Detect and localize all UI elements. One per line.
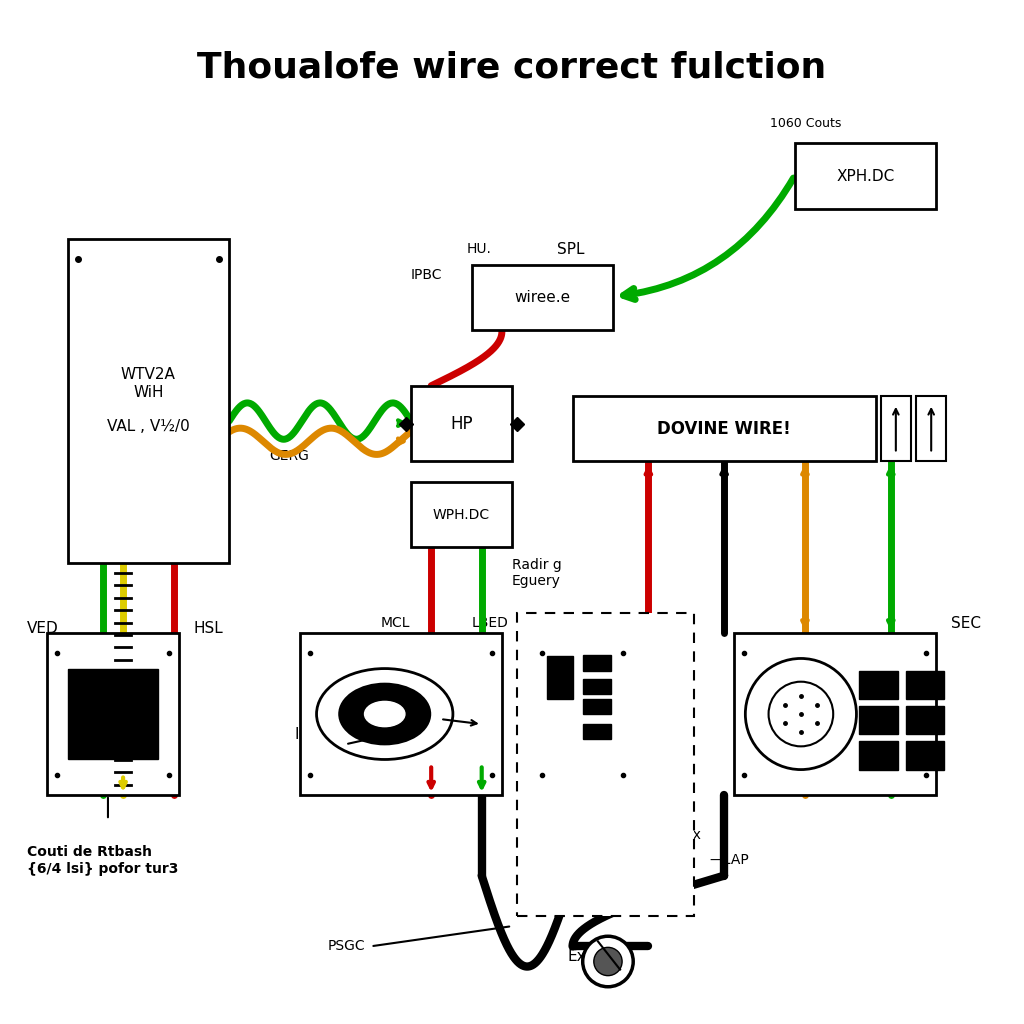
- Text: Thoualofe wire correct fulction: Thoualofe wire correct fulction: [198, 50, 826, 85]
- Bar: [532, 633, 633, 795]
- Text: Radir g
Eguery: Radir g Eguery: [512, 557, 562, 588]
- Bar: [411, 386, 512, 462]
- Text: Couti de Rtbash
{6/4 lsi} pofor tur3: Couti de Rtbash {6/4 lsi} pofor tur3: [28, 846, 178, 876]
- Circle shape: [594, 947, 623, 976]
- Ellipse shape: [365, 701, 404, 727]
- Text: MCL: MCL: [381, 616, 411, 630]
- Text: DOVINE WIRE!: DOVINE WIRE!: [657, 420, 791, 437]
- Bar: [548, 656, 572, 698]
- Text: LBED: LBED: [472, 616, 509, 630]
- Bar: [300, 633, 502, 795]
- Ellipse shape: [339, 684, 430, 744]
- Text: Impower: Impower: [295, 727, 361, 741]
- Text: up Alitx: up Alitx: [648, 828, 701, 842]
- Text: —LAP: —LAP: [709, 853, 749, 867]
- Bar: [795, 143, 936, 209]
- Bar: [583, 698, 611, 714]
- Bar: [881, 396, 911, 462]
- Bar: [68, 669, 159, 760]
- Text: WTV2A
WiH

VAL , V½/0: WTV2A WiH VAL , V½/0: [106, 368, 189, 434]
- Ellipse shape: [316, 669, 453, 760]
- Text: 1060 Couts: 1060 Couts: [770, 117, 841, 130]
- Text: SEC: SEC: [951, 615, 981, 631]
- Bar: [859, 706, 898, 734]
- Bar: [583, 724, 611, 739]
- Text: HU.: HU.: [467, 243, 492, 256]
- Text: HSL: HSL: [194, 621, 223, 636]
- Bar: [68, 669, 159, 760]
- Bar: [734, 633, 936, 795]
- Bar: [583, 679, 611, 694]
- Bar: [916, 396, 946, 462]
- Text: IPBC: IPBC: [411, 267, 442, 282]
- Bar: [47, 633, 178, 795]
- Bar: [859, 671, 898, 698]
- Text: WPH.DC: WPH.DC: [433, 508, 490, 521]
- Bar: [583, 655, 611, 671]
- Circle shape: [769, 682, 834, 746]
- Text: XPH.DC: XPH.DC: [837, 169, 895, 183]
- Bar: [906, 741, 944, 770]
- Bar: [68, 240, 229, 562]
- Text: PSGC: PSGC: [328, 939, 366, 953]
- Circle shape: [583, 936, 633, 987]
- Text: HP: HP: [451, 415, 473, 432]
- Bar: [906, 671, 944, 698]
- Bar: [572, 396, 876, 462]
- Bar: [906, 706, 944, 734]
- Bar: [472, 264, 613, 330]
- Bar: [411, 481, 512, 548]
- Bar: [517, 613, 694, 916]
- Text: SPL: SPL: [557, 242, 585, 257]
- Text: Exmoto: Exmoto: [567, 949, 626, 964]
- Circle shape: [745, 658, 856, 770]
- Text: wiree.e: wiree.e: [514, 290, 570, 305]
- Text: VED: VED: [28, 621, 59, 636]
- Text: GERG: GERG: [269, 450, 309, 464]
- Bar: [859, 741, 898, 770]
